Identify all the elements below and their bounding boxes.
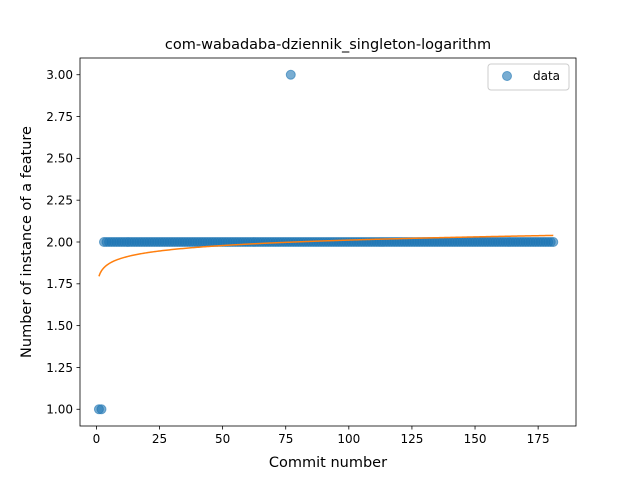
x-tick-label: 75 — [278, 432, 293, 446]
y-axis-label: Number of instance of a feature — [19, 126, 35, 358]
axes-layer: 0 25 50 75 100 125 150 175 1.00 1.25 1.50 1.75 2.00 2… — [46, 57, 577, 446]
chart-title: com-wabadaba-dziennik_singleton-logarith… — [165, 37, 491, 53]
y-tick-label: 1.50 — [46, 319, 73, 333]
x-tick-label: 50 — [215, 432, 230, 446]
y-tick-label: 2.00 — [46, 235, 73, 249]
y-tick-label: 2.75 — [46, 110, 73, 124]
y-tick-label: 1.25 — [46, 361, 73, 375]
fit-line — [98, 234, 554, 277]
legend-marker-data — [502, 71, 512, 81]
y-tick-label: 2.25 — [46, 193, 73, 207]
legend-label-data: data — [533, 69, 560, 83]
data-point — [96, 404, 107, 415]
legend-box — [487, 63, 570, 91]
data-point — [285, 69, 296, 80]
x-tick-label: 150 — [464, 432, 487, 446]
x-tick-label: 125 — [400, 432, 423, 446]
x-tick-label: 100 — [337, 432, 360, 446]
y-tick-label: 1.75 — [46, 277, 73, 291]
data-point — [548, 237, 559, 247]
y-tick-label: 3.00 — [46, 68, 73, 82]
x-tick-label: 25 — [152, 432, 167, 446]
x-tick-label: 0 — [93, 432, 101, 446]
x-tick-label: 175 — [527, 432, 550, 446]
y-tick-label: 2.50 — [46, 152, 73, 166]
legend: data — [487, 63, 570, 91]
x-axis-label: Commit number — [269, 455, 387, 471]
y-tick-label: 1.00 — [46, 403, 73, 417]
series-layer — [93, 69, 559, 415]
